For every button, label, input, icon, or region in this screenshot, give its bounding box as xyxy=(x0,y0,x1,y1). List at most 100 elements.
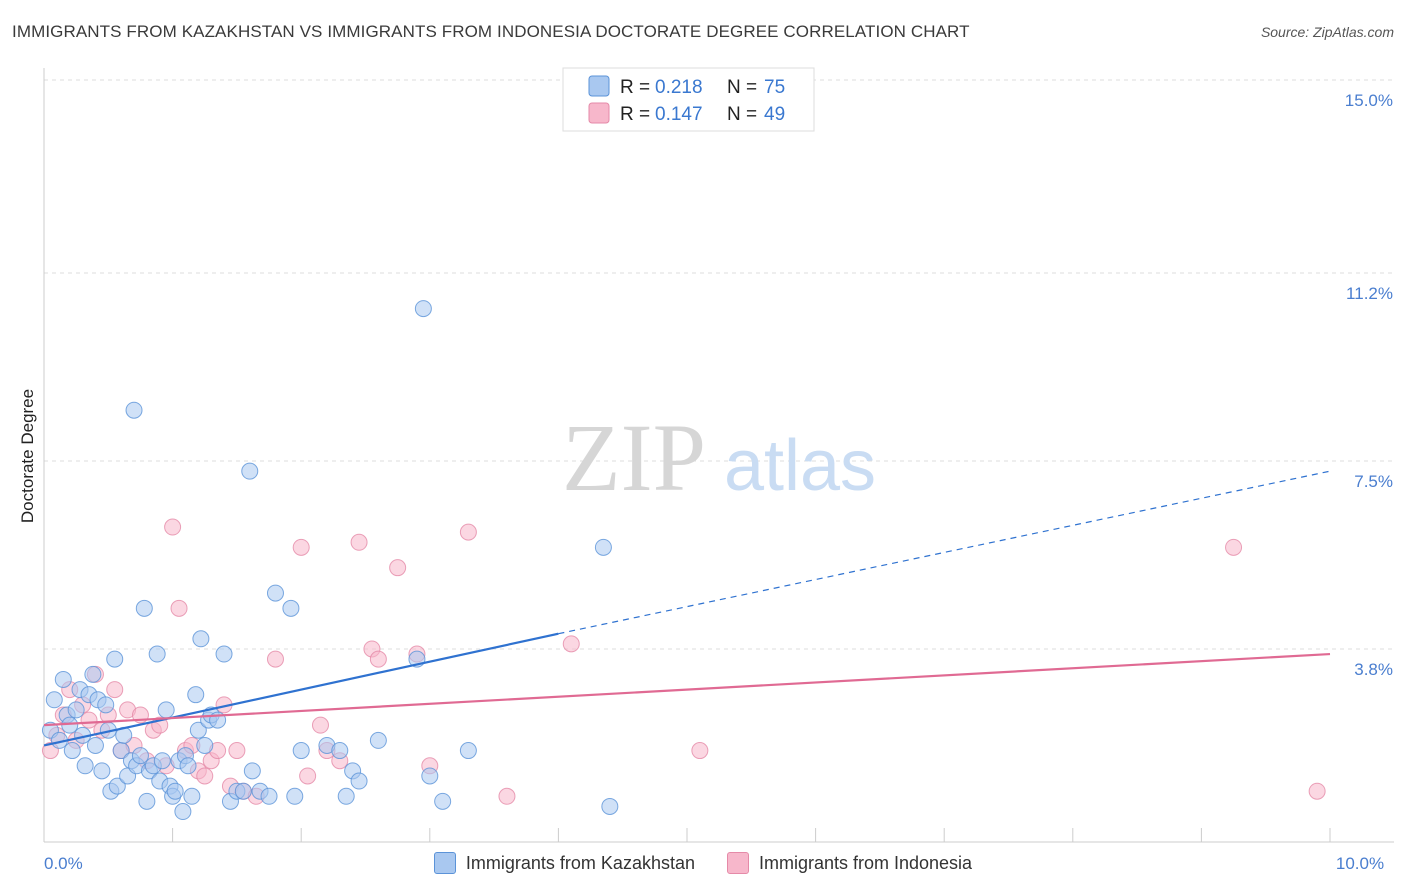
point-indonesia xyxy=(80,711,98,729)
legend-item-kazakhstan: Immigrants from Kazakhstan xyxy=(433,852,695,874)
axis-layer: 3.8% 7.5% 11.2% 15.0% 0.0% 10.0% xyxy=(43,68,1394,873)
point-kazakhstan xyxy=(350,772,368,790)
point-kazakhstan xyxy=(241,462,259,480)
point-indonesia xyxy=(1225,538,1243,556)
point-indonesia xyxy=(1308,782,1326,800)
point-kazakhstan xyxy=(414,300,432,318)
trend-line-kazakhstan xyxy=(43,632,559,747)
point-indonesia xyxy=(459,523,477,541)
legend-label-indonesia: Immigrants from Indonesia xyxy=(758,852,973,873)
point-kazakhstan xyxy=(434,792,452,810)
trend-line-indonesia xyxy=(43,652,1331,727)
point-indonesia xyxy=(266,650,284,668)
point-kazakhstan xyxy=(97,696,115,714)
point-indonesia xyxy=(311,716,329,734)
stats-swatch-blue xyxy=(588,75,610,97)
stats-pink-n-label: N = xyxy=(727,104,757,125)
point-kazakhstan xyxy=(125,401,143,419)
point-kazakhstan xyxy=(192,630,210,648)
point-kazakhstan xyxy=(153,752,171,770)
x-tick-label: 0.0% xyxy=(44,854,83,873)
point-kazakhstan xyxy=(601,797,619,815)
point-kazakhstan xyxy=(61,716,79,734)
point-indonesia xyxy=(562,635,580,653)
point-kazakhstan xyxy=(106,650,124,668)
point-kazakhstan xyxy=(369,731,387,749)
point-indonesia xyxy=(292,538,310,556)
point-kazakhstan xyxy=(131,747,149,765)
y-tick-label: 11.2% xyxy=(1346,284,1393,303)
point-indonesia xyxy=(299,767,317,785)
point-kazakhstan xyxy=(594,538,612,556)
chart-title: IMMIGRANTS FROM KAZAKHSTAN VS IMMIGRANTS… xyxy=(12,22,970,41)
point-kazakhstan xyxy=(67,701,85,719)
point-kazakhstan xyxy=(459,742,477,760)
stats-blue-n-label: N = xyxy=(727,77,757,98)
point-kazakhstan xyxy=(135,599,153,617)
point-kazakhstan xyxy=(138,792,156,810)
point-kazakhstan xyxy=(183,787,201,805)
point-kazakhstan xyxy=(260,787,278,805)
stats-blue-r-value: 0.218 xyxy=(655,77,703,98)
point-kazakhstan xyxy=(286,787,304,805)
y-tick-label: 15.0% xyxy=(1345,91,1393,110)
point-kazakhstan xyxy=(282,599,300,617)
point-kazakhstan xyxy=(266,584,284,602)
point-kazakhstan xyxy=(108,777,126,795)
point-indonesia xyxy=(164,518,182,536)
point-kazakhstan xyxy=(76,757,94,775)
stats-blue-n-value: 75 xyxy=(764,77,785,98)
point-kazakhstan xyxy=(54,670,72,688)
point-kazakhstan xyxy=(187,686,205,704)
source-label: Source: ZipAtlas.com xyxy=(1260,24,1394,40)
points-kazakhstan xyxy=(41,300,619,821)
point-kazakhstan xyxy=(196,736,214,754)
point-indonesia xyxy=(196,767,214,785)
watermark: ZIP atlas xyxy=(562,404,876,511)
watermark-zip: ZIP xyxy=(562,404,706,511)
legend-item-indonesia: Immigrants from Indonesia xyxy=(726,852,973,874)
point-indonesia xyxy=(350,533,368,551)
point-indonesia xyxy=(369,650,387,668)
point-indonesia xyxy=(389,559,407,577)
legend-swatch-kazakhstan xyxy=(433,852,456,874)
point-kazakhstan xyxy=(157,701,175,719)
point-kazakhstan xyxy=(45,691,63,709)
stats-pink-r-label: R = xyxy=(620,104,650,125)
stats-swatch-pink xyxy=(588,102,610,124)
x-tick-label: 10.0% xyxy=(1336,854,1384,873)
point-kazakhstan xyxy=(337,787,355,805)
point-kazakhstan xyxy=(179,757,197,775)
point-indonesia xyxy=(170,599,188,617)
point-kazakhstan xyxy=(234,782,252,800)
trend-layer xyxy=(43,470,1331,747)
stats-blue-r-label: R = xyxy=(620,77,650,98)
point-kazakhstan xyxy=(84,665,102,683)
point-indonesia xyxy=(498,787,516,805)
point-kazakhstan xyxy=(148,645,166,663)
stats-legend: R = 0.218 N = 75 R = 0.147 N = 49 xyxy=(562,67,815,132)
point-kazakhstan xyxy=(166,782,184,800)
point-kazakhstan xyxy=(93,762,111,780)
stats-pink-r-value: 0.147 xyxy=(655,104,703,125)
point-kazakhstan xyxy=(63,742,81,760)
bottom-legend: Immigrants from Kazakhstan Immigrants fr… xyxy=(0,852,1406,874)
point-indonesia xyxy=(228,742,246,760)
point-indonesia xyxy=(106,681,124,699)
point-kazakhstan xyxy=(421,767,439,785)
legend-label-kazakhstan: Immigrants from Kazakhstan xyxy=(465,852,695,873)
point-kazakhstan xyxy=(243,762,261,780)
grid-layer xyxy=(44,79,1394,650)
point-kazakhstan xyxy=(174,803,192,821)
watermark-atlas: atlas xyxy=(724,426,876,506)
y-tick-label: 3.8% xyxy=(1354,660,1393,679)
point-indonesia xyxy=(691,742,709,760)
y-tick-label: 7.5% xyxy=(1354,472,1393,491)
point-kazakhstan xyxy=(331,742,349,760)
legend-swatch-indonesia xyxy=(726,852,749,874)
point-kazakhstan xyxy=(86,736,104,754)
stats-pink-n-value: 49 xyxy=(764,104,785,125)
point-kazakhstan xyxy=(189,721,207,739)
point-kazakhstan xyxy=(215,645,233,663)
